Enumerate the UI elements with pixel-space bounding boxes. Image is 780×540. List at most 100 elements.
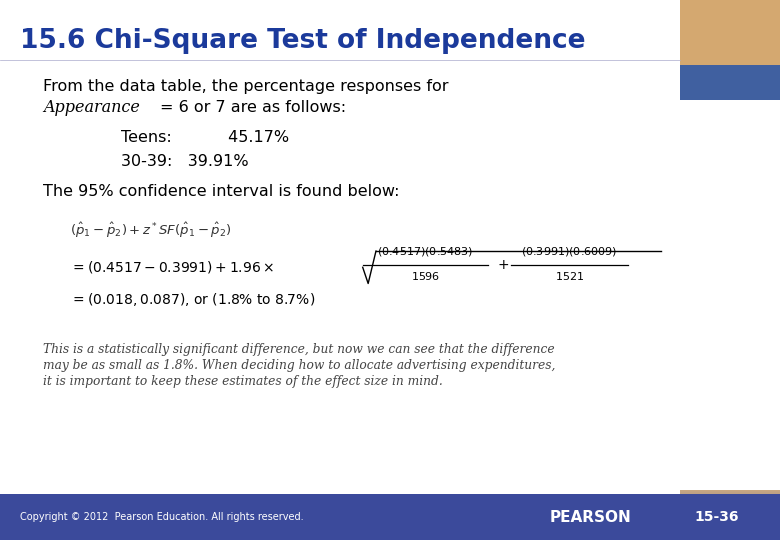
Bar: [680, 515, 780, 519]
Bar: [680, 530, 780, 535]
Bar: [680, 518, 780, 523]
Bar: [680, 504, 780, 509]
Bar: [680, 527, 780, 532]
Bar: [680, 535, 780, 539]
Bar: [0, 494, 780, 540]
Bar: [680, 505, 780, 510]
Bar: [680, 526, 780, 531]
Bar: [680, 497, 780, 502]
Bar: [680, 530, 780, 536]
Bar: [680, 523, 780, 528]
Bar: [680, 510, 780, 515]
Bar: [680, 518, 780, 523]
Bar: [680, 534, 780, 538]
Bar: [680, 491, 780, 496]
Text: $(0.3991)(0.6009)$: $(0.3991)(0.6009)$: [521, 245, 618, 258]
Bar: [680, 490, 780, 495]
Text: $(0.4517)(0.5483)$: $(0.4517)(0.5483)$: [377, 245, 473, 258]
Text: $= (0.4517 - 0.3991) + 1.96 \times$: $= (0.4517 - 0.3991) + 1.96 \times$: [70, 259, 275, 275]
Bar: [680, 491, 780, 496]
Bar: [680, 508, 780, 512]
Bar: [680, 497, 780, 502]
Bar: [680, 494, 780, 540]
Bar: [680, 521, 780, 526]
Bar: [680, 528, 780, 533]
Text: The 95% confidence interval is found below:: The 95% confidence interval is found bel…: [43, 184, 399, 199]
Text: This is a statistically significant difference, but now we can see that the diff: This is a statistically significant diff…: [43, 343, 555, 356]
Text: 30-39:   39.91%: 30-39: 39.91%: [121, 154, 249, 170]
Text: 15-36: 15-36: [694, 510, 739, 524]
Bar: [680, 531, 780, 536]
Bar: [680, 512, 780, 517]
Bar: [680, 507, 780, 512]
Text: $(\hat{p}_1 - \hat{p}_{2}) + z^*SF(\hat{p}_1 - \hat{p}_{2})$: $(\hat{p}_1 - \hat{p}_{2}) + z^*SF(\hat{…: [70, 221, 232, 240]
Bar: [680, 503, 780, 508]
Bar: [680, 521, 780, 525]
Text: it is important to keep these estimates of the effect size in mind.: it is important to keep these estimates …: [43, 375, 443, 388]
Bar: [680, 517, 780, 522]
Bar: [680, 520, 780, 525]
Bar: [680, 494, 780, 499]
Text: $1596$: $1596$: [410, 271, 440, 282]
Bar: [680, 490, 780, 495]
Bar: [680, 529, 780, 534]
Bar: [680, 490, 780, 496]
Bar: [680, 503, 780, 508]
Bar: [680, 509, 780, 514]
Bar: [680, 505, 780, 510]
Bar: [680, 518, 780, 523]
Bar: [680, 509, 780, 514]
Bar: [680, 522, 780, 527]
Bar: [680, 510, 780, 515]
Bar: [680, 519, 780, 524]
Bar: [680, 495, 780, 500]
Text: From the data table, the percentage responses for: From the data table, the percentage resp…: [43, 79, 448, 94]
Bar: [680, 517, 780, 522]
Bar: [680, 519, 780, 524]
Bar: [680, 492, 780, 497]
Bar: [680, 505, 780, 511]
Bar: [680, 516, 780, 521]
Bar: [680, 511, 780, 516]
Bar: [680, 534, 780, 539]
Text: Appearance: Appearance: [43, 99, 140, 117]
Bar: [680, 504, 780, 509]
Bar: [680, 516, 780, 521]
Bar: [680, 522, 780, 526]
Bar: [680, 502, 780, 508]
Bar: [680, 502, 780, 507]
Text: PEARSON: PEARSON: [550, 510, 632, 524]
Bar: [680, 523, 780, 528]
Bar: [680, 529, 780, 534]
Bar: [680, 65, 780, 100]
Text: = 6 or 7 are as follows:: = 6 or 7 are as follows:: [160, 100, 346, 116]
Bar: [680, 495, 780, 500]
Text: $+$: $+$: [497, 258, 509, 272]
Text: Copyright © 2012  Pearson Education. All rights reserved.: Copyright © 2012 Pearson Education. All …: [20, 512, 303, 522]
Bar: [680, 514, 780, 519]
Bar: [680, 508, 780, 513]
Text: $1521$: $1521$: [555, 271, 584, 282]
Bar: [680, 501, 780, 505]
Bar: [680, 525, 780, 530]
Text: 15.6 Chi-Square Test of Independence: 15.6 Chi-Square Test of Independence: [20, 28, 585, 53]
Text: Teens:           45.17%: Teens: 45.17%: [121, 130, 289, 145]
Bar: [680, 531, 780, 536]
Bar: [680, 506, 780, 511]
Bar: [680, 533, 780, 538]
Bar: [680, 500, 780, 505]
Bar: [680, 515, 780, 520]
Bar: [680, 492, 780, 497]
Bar: [680, 496, 780, 501]
Bar: [680, 532, 780, 537]
Bar: [680, 535, 780, 540]
Text: $= (0.018, 0.087)$, or $(1.8\%$ to $8.7\%)$: $= (0.018, 0.087)$, or $(1.8\%$ to $8.7\…: [70, 291, 315, 308]
Bar: [680, 527, 780, 532]
Bar: [680, 524, 780, 529]
Bar: [680, 512, 780, 517]
Bar: [680, 494, 780, 498]
Bar: [680, 526, 780, 531]
Bar: [680, 500, 780, 505]
Bar: [680, 512, 780, 517]
Bar: [680, 496, 780, 502]
